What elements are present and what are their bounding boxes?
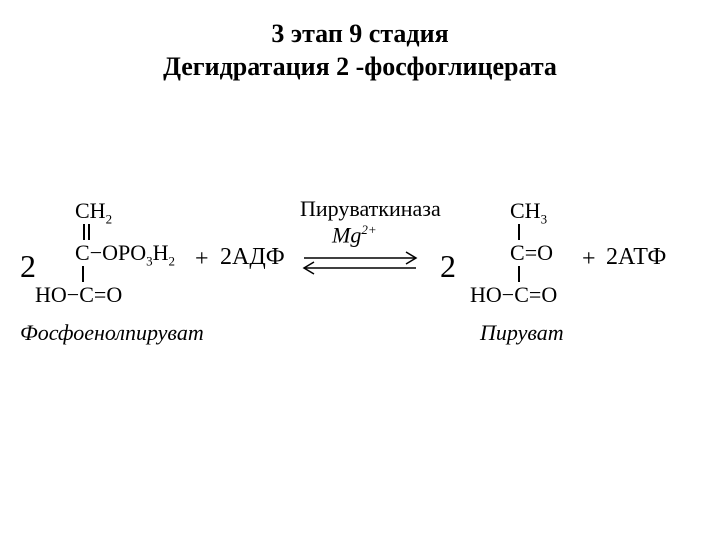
left-coefficient: 2 [20, 248, 36, 285]
plus-right: + [582, 246, 596, 273]
plus-left: + [195, 246, 209, 273]
reaction-equation: 2 CH2 C−OPO3H2 HO−C=O Фосфоенолпируват +… [20, 180, 700, 380]
atp-label: 2АТФ [606, 244, 666, 271]
title-line-2: Дегидратация 2 -фосфоглицерата [163, 52, 557, 81]
reactant-single-bond-icon [82, 266, 84, 282]
reactant-ho-c-o: HO−C=O [35, 282, 122, 308]
cofactor-label: Mg2+ [332, 222, 377, 248]
product-ch3: CH3 [510, 198, 547, 227]
reactant-c-opo3h2: C−OPO3H2 [75, 240, 175, 269]
reactant-double-bond-icon [83, 224, 91, 240]
product-single-bond-bottom-icon [518, 266, 520, 282]
reactant-ch2: CH2 [75, 198, 112, 227]
product-ho-c-o: HO−C=O [470, 282, 557, 308]
slide: 3 этап 9 стадия Дегидратация 2 -фосфогли… [0, 0, 720, 540]
slide-title: 3 этап 9 стадия Дегидратация 2 -фосфогли… [0, 18, 720, 83]
equilibrium-arrows-icon [300, 248, 420, 278]
product-name: Пируват [480, 320, 564, 346]
title-line-1: 3 этап 9 стадия [271, 19, 448, 48]
product-single-bond-top-icon [518, 224, 520, 240]
enzyme-label: Пируваткиназа [300, 196, 441, 222]
right-coefficient: 2 [440, 248, 456, 285]
reactant-name: Фосфоенолпируват [20, 320, 204, 346]
product-c-o: C=O [510, 240, 553, 266]
adp-label: 2АДФ [220, 244, 285, 271]
